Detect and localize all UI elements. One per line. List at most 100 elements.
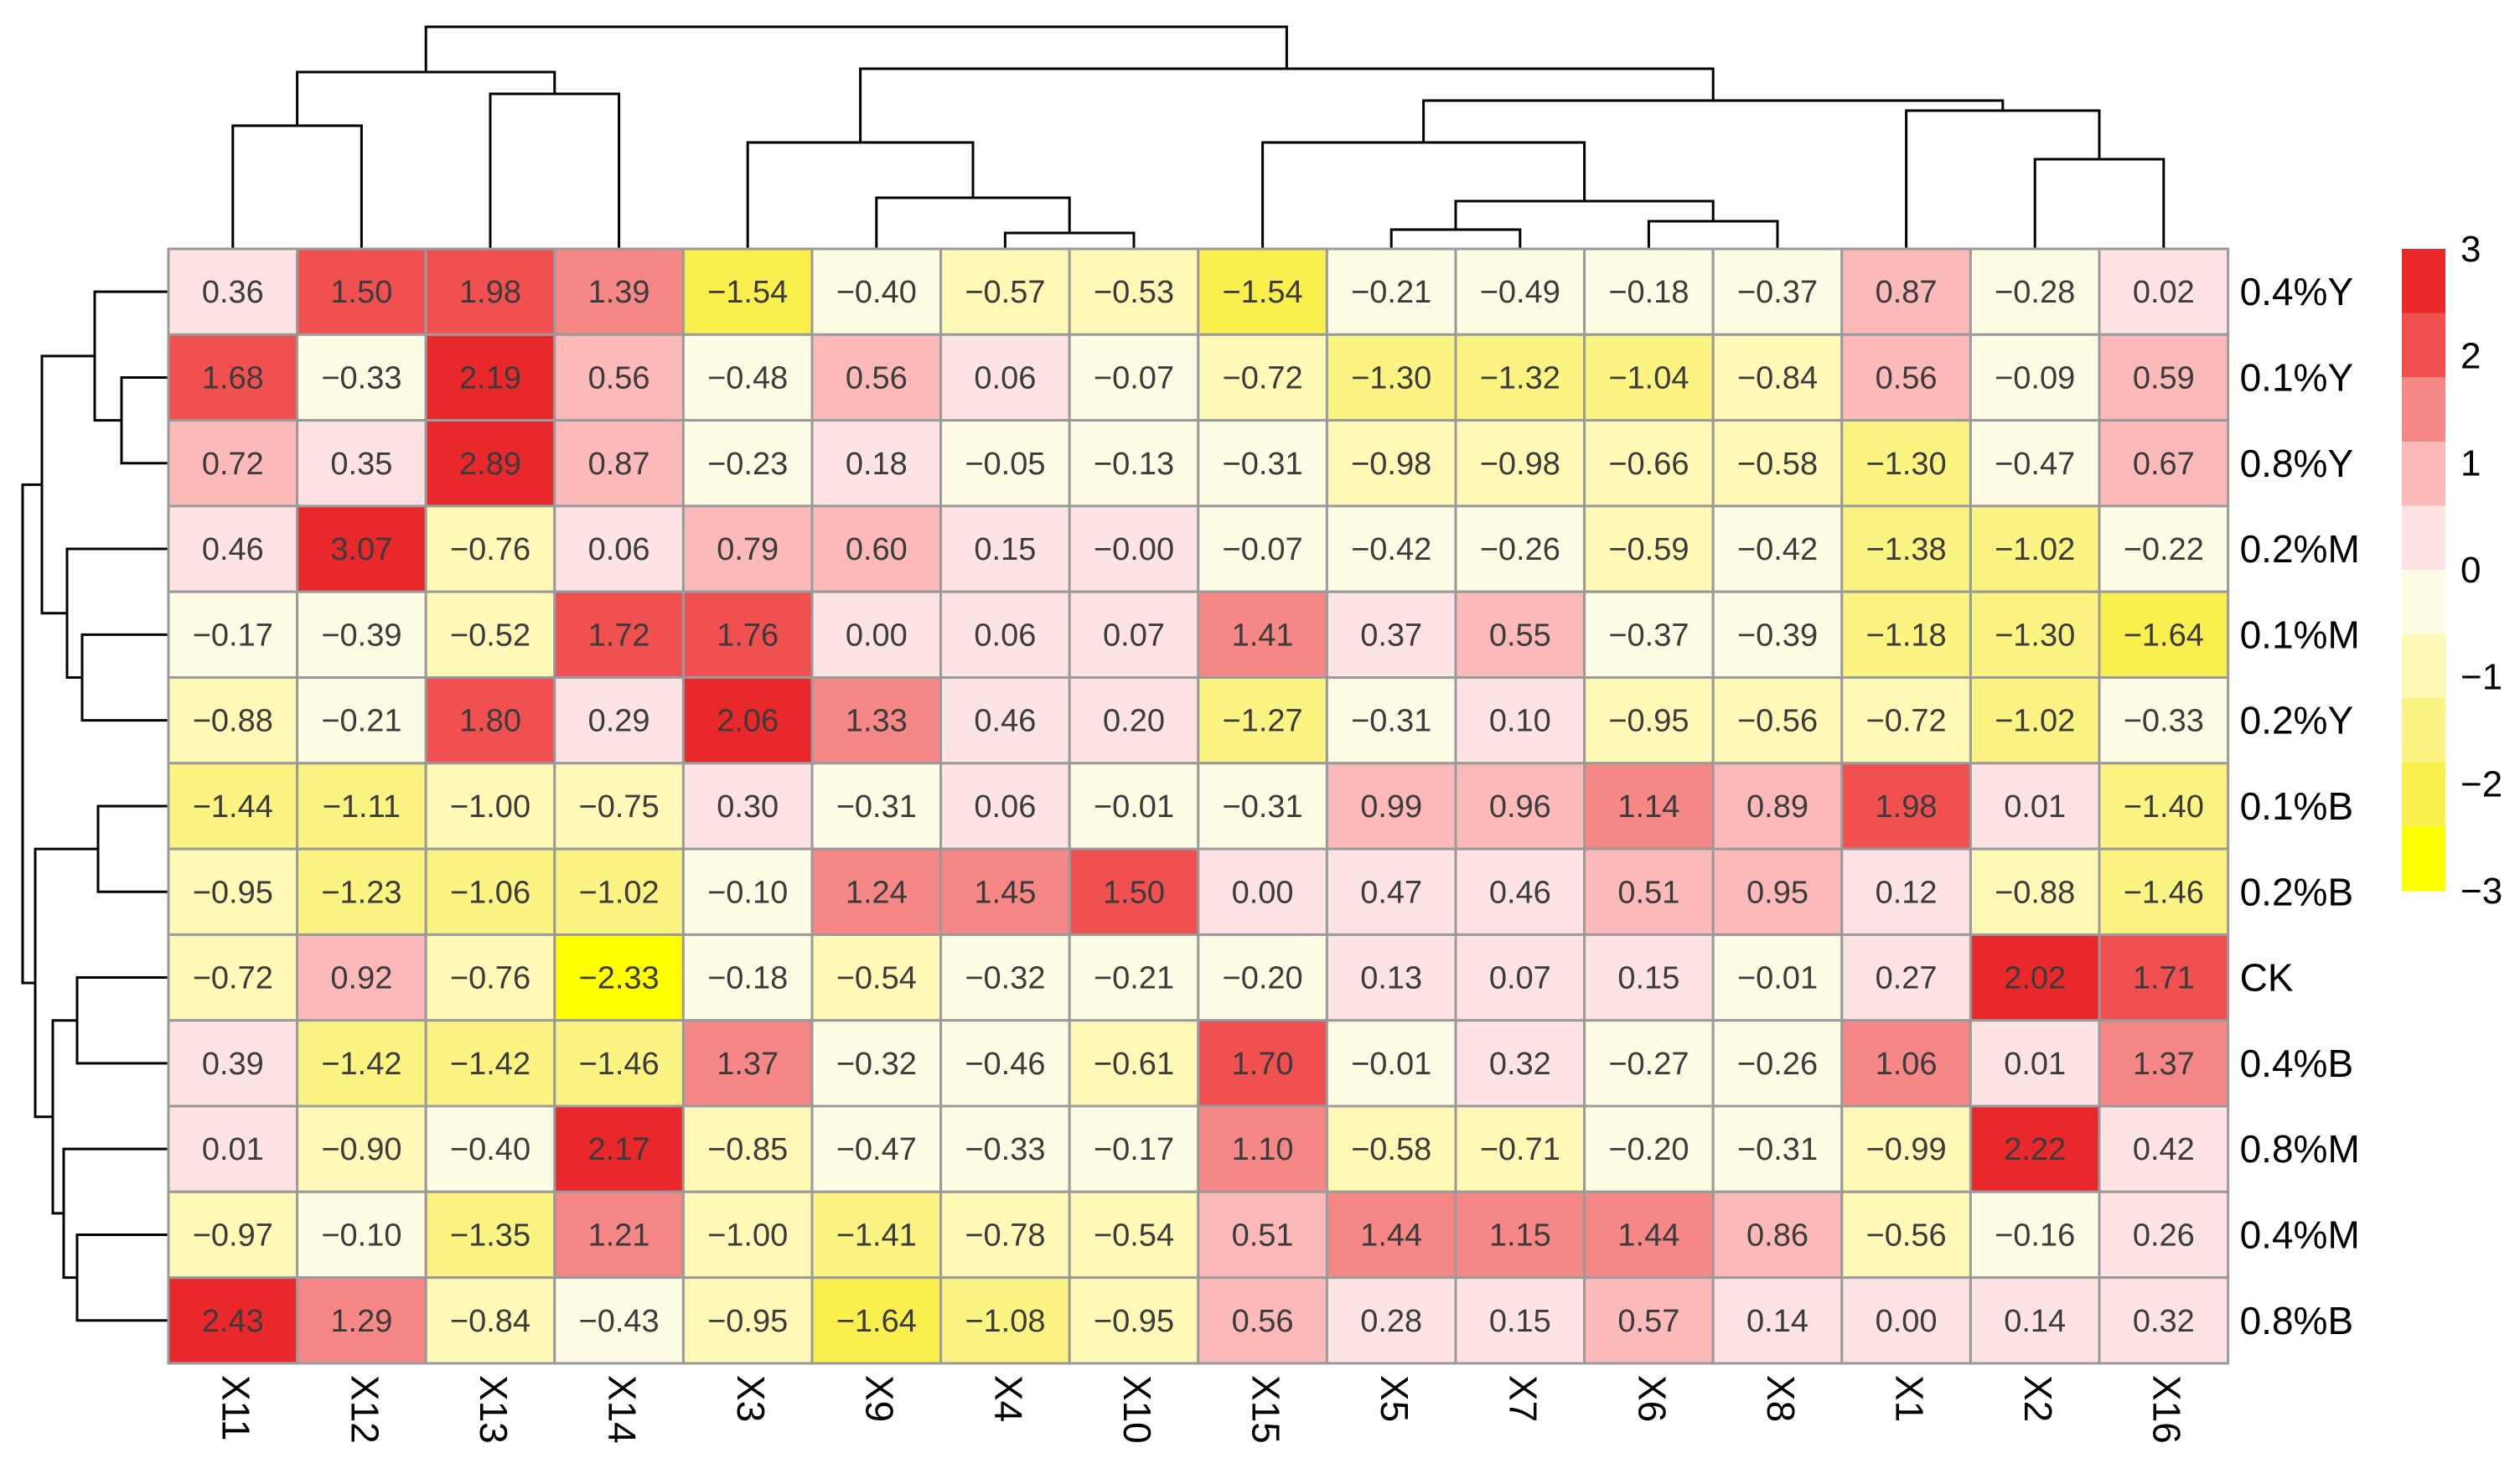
heatmap-cell [1969, 762, 2101, 851]
cell-value-label: −0.33 [2124, 704, 2204, 739]
heatmap-cell [1454, 504, 1586, 593]
heatmap-cell [939, 676, 1071, 765]
heatmap-cell [1969, 504, 2101, 593]
dendrogram-branch [1003, 231, 1136, 249]
cell-value-label: −1.41 [836, 1218, 917, 1253]
cell-value-label: −0.31 [836, 789, 917, 825]
cell-value-label: −0.37 [1737, 275, 1818, 310]
heatmap-cell [681, 1276, 814, 1365]
cell-value-label: −0.78 [965, 1218, 1045, 1253]
cell-value-label: 0.14 [2004, 1304, 2066, 1339]
cell-value-label: −1.32 [1480, 360, 1560, 396]
cell-value-label: 0.15 [1617, 961, 1679, 996]
cell-value-label: −0.76 [450, 532, 530, 567]
heatmap-cell [1969, 1019, 2101, 1108]
cell-value-label: −0.95 [193, 875, 273, 910]
cell-value-label: −0.47 [1995, 447, 2075, 482]
heatmap-cell [681, 762, 814, 851]
dendrogram-branch [1261, 141, 1586, 249]
cell-value-label: 0.15 [974, 532, 1036, 567]
cell-value-label: −0.23 [707, 447, 788, 482]
cell-value-label: −0.20 [1223, 961, 1303, 996]
cell-value-label: −0.17 [193, 618, 273, 653]
dendrogram-branch [93, 290, 168, 422]
heatmap-cell [296, 333, 427, 422]
heatmap-cell [939, 419, 1071, 508]
cell-value-label: 1.39 [588, 275, 650, 310]
heatmap-cell [1197, 1019, 1328, 1108]
cell-value-label: −0.76 [450, 961, 530, 996]
cell-value-label: −1.30 [1866, 447, 1947, 482]
heatmap-cell [553, 933, 685, 1022]
heatmap-cell [1197, 247, 1328, 336]
row-label: 0.4%M [2240, 1213, 2360, 1256]
cell-value-label: −0.47 [836, 1132, 917, 1167]
heatmap-cells: 0.36 1.50 1.98 1.39 −1.54 −0.40 −0.57 −0.53 −1.5… [167, 247, 2230, 1365]
cell-value-label: 1.24 [846, 875, 908, 910]
cell-value-label: 0.87 [1876, 275, 1938, 310]
row-label: 0.4%B [2240, 1042, 2354, 1085]
legend-color-bin [2402, 313, 2445, 378]
cell-value-label: 0.14 [1746, 1304, 1809, 1339]
cell-value-label: −0.72 [1866, 704, 1947, 739]
heatmap-cell [681, 333, 814, 422]
cell-value-label: 0.47 [1360, 875, 1422, 910]
cell-value-label: 1.72 [588, 618, 650, 653]
cell-value-label: 0.35 [330, 447, 392, 482]
cell-value-label: −0.58 [1351, 1132, 1431, 1167]
cell-value-label: 0.06 [588, 532, 650, 567]
cell-value-label: 0.46 [974, 704, 1036, 739]
cell-value-label: 1.15 [1489, 1218, 1551, 1253]
cell-value-label: −0.40 [450, 1132, 530, 1167]
cell-value-label: 1.50 [1103, 875, 1165, 910]
cell-value-label: −0.56 [1866, 1218, 1947, 1253]
heatmap-cell [424, 1276, 556, 1365]
cell-value-label: 0.36 [202, 275, 264, 310]
column-label: X2 [2016, 1375, 2060, 1422]
heatmap-cell [1068, 504, 1200, 593]
heatmap-cell [1840, 1276, 1972, 1365]
cell-value-label: 0.55 [1489, 618, 1551, 653]
cell-value-label: −0.21 [321, 704, 401, 739]
cell-value-label: 0.56 [588, 360, 650, 396]
row-labels: 0.4%Y 0.1%Y 0.8%Y 0.2%M 0.1%M 0.2%Y 0.1%B 0.2%B… [2240, 270, 2360, 1342]
cell-value-label: −0.31 [1351, 704, 1431, 739]
heatmap-cell [424, 762, 556, 851]
heatmap-cell [2098, 847, 2230, 936]
dendrogram-branch [859, 67, 1715, 142]
cell-value-label: 0.15 [1489, 1304, 1551, 1339]
heatmap-cell [424, 247, 556, 336]
cell-value-label: 0.10 [1489, 704, 1551, 739]
heatmap-cell [1197, 1190, 1328, 1280]
heatmap-cell [424, 504, 556, 593]
color-legend: 3 2 1 0 −1 −2 −3 [2402, 229, 2502, 912]
cell-value-label: −0.18 [707, 961, 788, 996]
cell-value-label: 1.45 [974, 875, 1036, 910]
cell-value-label: 0.07 [1103, 618, 1165, 653]
heatmap-cell [1068, 590, 1200, 680]
cell-value-label: −0.95 [1094, 1304, 1174, 1339]
heatmap-cell [424, 333, 556, 422]
cell-value-label: −0.54 [836, 961, 917, 996]
legend-tick-label: −1 [2460, 657, 2502, 698]
row-label: CK [2240, 956, 2294, 1000]
cell-value-label: −0.66 [1608, 447, 1689, 482]
heatmap-cell [2098, 247, 2230, 336]
cell-value-label: −0.01 [1737, 961, 1818, 996]
heatmap-cell [1325, 1190, 1457, 1280]
cell-value-label: 0.00 [846, 618, 908, 653]
legend-tick-label: 1 [2460, 442, 2481, 484]
heatmap-cell [810, 504, 943, 593]
heatmap-cell [553, 762, 685, 851]
heatmap-cell [296, 504, 427, 593]
cell-value-label: 0.92 [330, 961, 392, 996]
column-label: X14 [600, 1375, 644, 1444]
cell-value-label: −0.61 [1094, 1047, 1174, 1082]
heatmap-cell [1325, 1276, 1457, 1365]
cell-value-label: 2.02 [2004, 961, 2066, 996]
row-label: 0.1%Y [2240, 355, 2354, 399]
cell-value-label: −0.52 [450, 618, 530, 653]
heatmap-cell [1197, 590, 1328, 680]
cell-value-label: 0.59 [2133, 360, 2195, 396]
cell-value-label: 0.29 [588, 704, 650, 739]
